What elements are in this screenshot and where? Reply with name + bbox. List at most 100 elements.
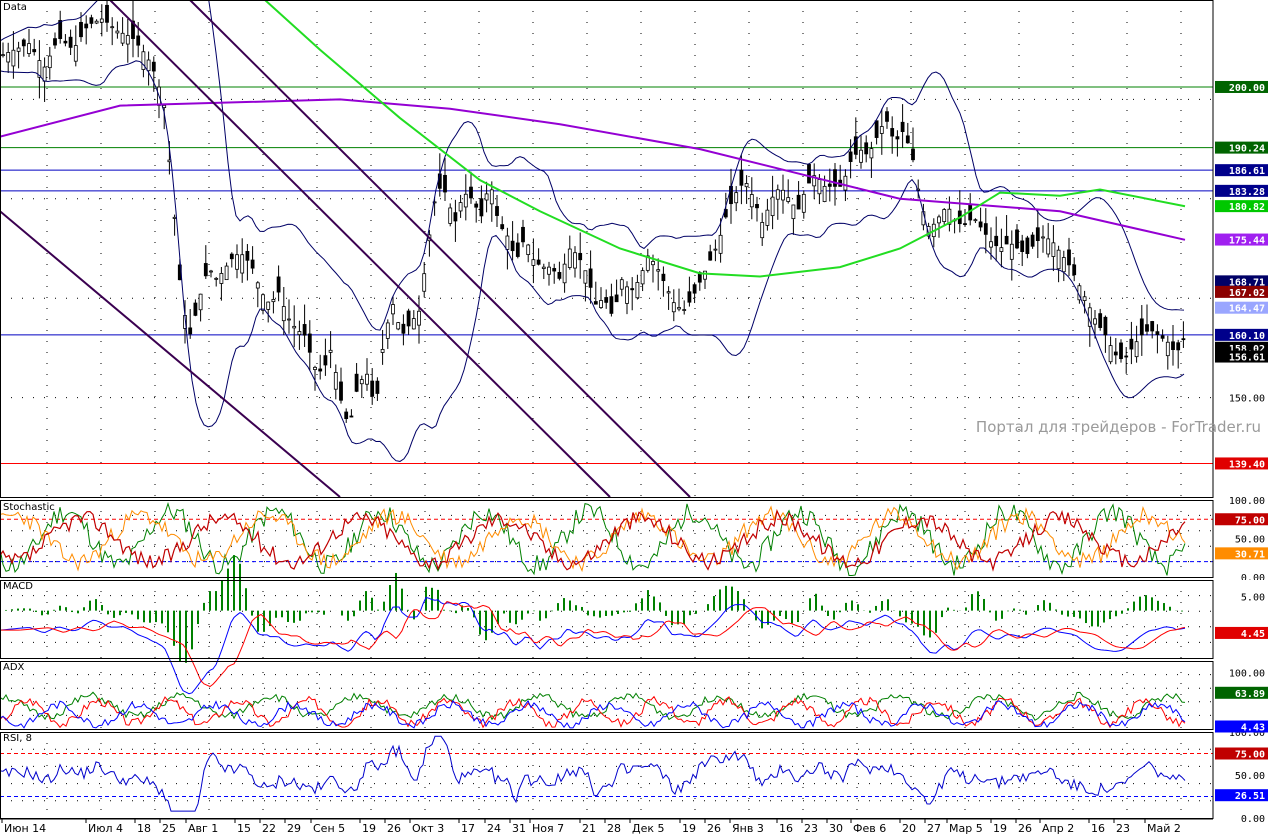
candle-body	[749, 194, 754, 208]
candle-body	[443, 174, 447, 193]
candle-body	[58, 20, 63, 39]
candle-body	[942, 209, 947, 222]
axis-tick-label: 5.00	[1241, 593, 1265, 604]
date-label: Сен 5	[313, 822, 345, 834]
candle-body	[125, 35, 130, 45]
candle-body	[885, 111, 889, 122]
price-tag-label: 180.82	[1229, 202, 1265, 213]
axis-tick-label: 0.00	[1241, 573, 1265, 584]
candle-body	[146, 59, 151, 72]
candle-body	[911, 148, 915, 161]
candle-body	[708, 251, 713, 261]
candle-body	[905, 135, 910, 144]
candle-body	[609, 296, 614, 314]
candle-body	[240, 254, 245, 274]
indicator-tag-label: 26.51	[1235, 791, 1265, 802]
candle-body	[541, 266, 546, 269]
candle-body	[1139, 318, 1144, 336]
candle-body	[203, 263, 208, 277]
indicator-tag	[1215, 686, 1268, 699]
candle-body	[463, 193, 468, 208]
candle-body	[963, 223, 967, 226]
candle-body	[666, 291, 671, 294]
candle-body	[937, 216, 941, 224]
candle-body	[313, 366, 317, 370]
axis-tick-label: 100.00	[1229, 496, 1265, 507]
candle-body	[42, 66, 47, 82]
candle-body	[640, 270, 645, 285]
candle-body	[796, 194, 801, 210]
candle-body	[1098, 313, 1103, 328]
candle-body	[245, 250, 250, 261]
candle-body	[859, 149, 863, 163]
date-label: 26	[387, 822, 401, 834]
candle-body	[105, 4, 109, 23]
date-label: 21	[582, 822, 596, 834]
channel-line	[0, 210, 341, 498]
candle-body	[1030, 234, 1035, 247]
candle-body	[453, 212, 458, 222]
candle-body	[567, 248, 572, 268]
candle-body	[1067, 249, 1071, 266]
candle-body	[671, 302, 676, 313]
candle-body	[817, 179, 822, 195]
date-label: Янв 3	[732, 822, 764, 834]
candle-body	[978, 221, 983, 228]
candle-body	[359, 379, 364, 385]
candle-body	[557, 271, 562, 279]
candle-body	[703, 270, 707, 280]
candle-body	[375, 380, 380, 394]
rsi-panel	[0, 732, 1213, 818]
candle-body	[625, 286, 629, 304]
candle-body	[1046, 238, 1051, 255]
candle-body	[599, 300, 603, 308]
candle-body	[573, 252, 577, 269]
candle-body	[406, 310, 411, 327]
candle-body	[1020, 240, 1025, 252]
date-label: 19	[993, 822, 1007, 834]
candle-body	[458, 202, 463, 212]
candle-body	[781, 189, 785, 201]
candle-body	[193, 302, 198, 316]
macd-line	[0, 596, 1186, 695]
date-label: 30	[829, 822, 843, 834]
candle-body	[843, 175, 848, 191]
candle-body	[53, 38, 57, 46]
candle-body	[526, 244, 531, 255]
candle-body	[755, 204, 759, 209]
candle-body	[999, 247, 1004, 252]
date-label: Июн 14	[4, 822, 46, 834]
candle-body	[219, 273, 224, 284]
candle-body	[593, 301, 598, 305]
candle-body	[853, 136, 858, 155]
candle-body	[255, 282, 260, 289]
price-tag	[1215, 350, 1268, 363]
candle-body	[89, 17, 94, 24]
date-label: 16	[779, 822, 793, 834]
sma-mid-line	[264, 0, 1186, 278]
candle-body	[318, 368, 323, 372]
bollinger-upper	[0, 0, 1185, 331]
rsi-panel-title: RSI, 8	[3, 733, 32, 744]
price-tag	[1215, 301, 1268, 314]
candle-body	[692, 284, 697, 294]
date-label: Апр 2	[1042, 822, 1074, 834]
candle-body	[271, 299, 276, 303]
channel-line	[109, 0, 611, 498]
candle-body	[547, 266, 551, 275]
adx-panel-title: ADX	[3, 662, 25, 673]
candle-body	[1061, 257, 1066, 273]
date-label: 31	[512, 822, 526, 834]
price-tag-label: 168.71	[1229, 277, 1265, 288]
candle-body	[120, 32, 125, 44]
candle-body	[1035, 227, 1040, 241]
price-tag-label: 186.61	[1229, 166, 1265, 177]
macd-signal-line	[0, 600, 1186, 688]
axis-tick-label: 150.00	[1229, 394, 1265, 405]
candle-body	[916, 188, 921, 191]
axis-column	[1213, 500, 1268, 577]
price-panel	[0, 0, 1213, 498]
candle-body	[432, 201, 437, 204]
candle-body	[1165, 341, 1170, 357]
